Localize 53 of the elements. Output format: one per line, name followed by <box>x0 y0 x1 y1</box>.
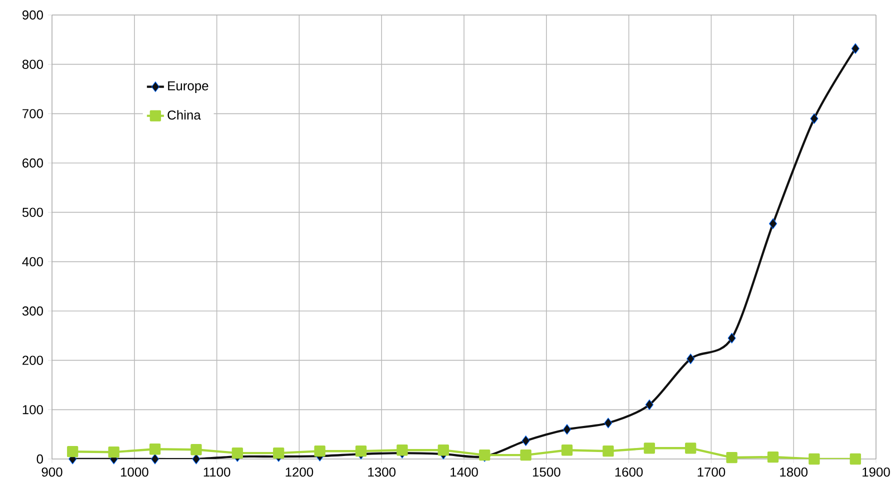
point <box>522 435 530 446</box>
y-tick-label: 100 <box>22 405 43 414</box>
y-tick-label: 600 <box>22 158 43 168</box>
x-tick-label: 1500 <box>532 467 560 477</box>
y-tick-label: 400 <box>22 257 43 266</box>
point <box>768 218 778 229</box>
point <box>149 444 161 455</box>
point <box>686 354 695 364</box>
point <box>67 446 78 458</box>
x-tick-label: 1000 <box>120 467 148 477</box>
x-tick-label: 1100 <box>204 467 230 477</box>
x-tick-label: 1200 <box>286 467 314 477</box>
point <box>273 448 284 459</box>
point <box>810 113 818 124</box>
point <box>396 444 408 456</box>
point <box>561 444 573 456</box>
point <box>850 453 861 465</box>
point <box>644 442 655 454</box>
point <box>851 43 860 54</box>
y-tick-label: 500 <box>22 208 43 217</box>
x-tick-label: 1700 <box>698 467 726 477</box>
point <box>232 448 243 459</box>
legend-label: China <box>168 110 201 120</box>
point <box>192 454 200 464</box>
point <box>150 454 160 464</box>
point <box>438 444 449 456</box>
y-tick-label: 200 <box>22 356 43 365</box>
point <box>604 418 612 428</box>
point <box>728 332 736 344</box>
point <box>645 399 654 410</box>
x-tick-label: 1900 <box>862 467 890 477</box>
x-tick-label: 1400 <box>450 467 478 477</box>
x-tick-label: 900 <box>42 467 62 477</box>
y-tick-label: 700 <box>22 109 43 118</box>
point <box>808 453 820 465</box>
y-tick-label: 0 <box>36 454 43 464</box>
point <box>685 442 696 454</box>
y-tick-label: 900 <box>22 10 43 20</box>
point <box>602 446 614 457</box>
point <box>355 446 367 457</box>
x-tick-label: 1800 <box>780 467 808 477</box>
point <box>562 424 572 435</box>
point <box>726 452 738 464</box>
point <box>767 451 779 463</box>
y-tick-label: 300 <box>22 306 43 316</box>
point <box>520 449 532 461</box>
point <box>314 446 326 457</box>
legend-label: Europe <box>168 81 208 93</box>
point <box>190 444 202 456</box>
x-tick-label: 1600 <box>615 467 643 477</box>
x-tick-label: 1300 <box>368 467 396 477</box>
y-tick-label: 800 <box>22 60 43 69</box>
point <box>108 446 120 458</box>
